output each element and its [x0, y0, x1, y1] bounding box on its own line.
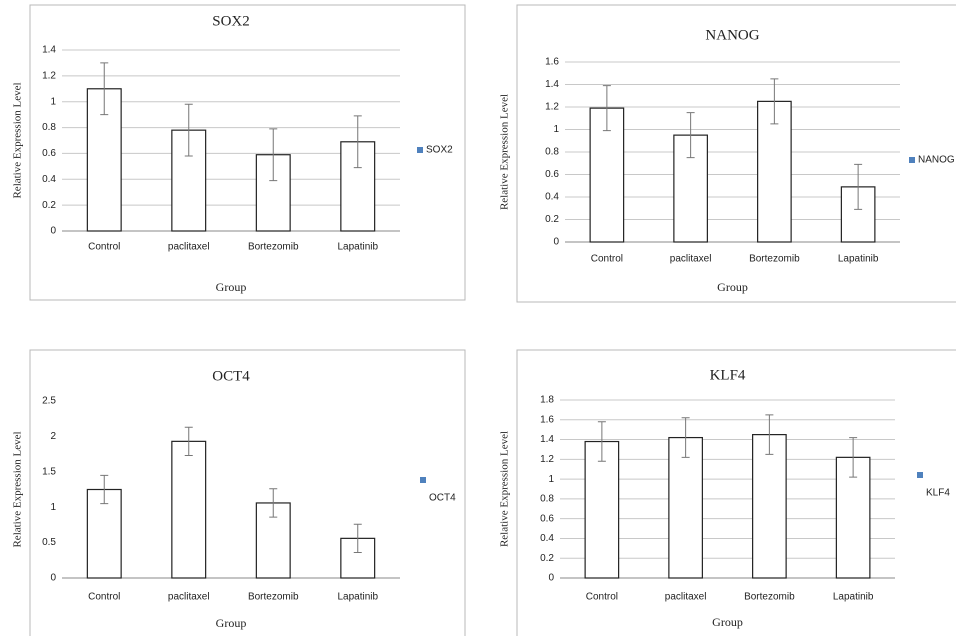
- error-bar: [184, 426, 193, 457]
- y-tick-label: 0: [50, 226, 56, 237]
- chart-title: OCT4: [212, 368, 250, 384]
- legend-swatch: [917, 472, 923, 478]
- x-tick-label: Control: [591, 254, 623, 265]
- y-tick-label: 1: [50, 502, 56, 513]
- y-tick-label: 0.2: [540, 553, 554, 564]
- x-tick-label: paclitaxel: [670, 254, 712, 265]
- y-tick-label: 0.6: [545, 169, 559, 180]
- error-bar: [269, 128, 278, 182]
- y-tick-label: 0.5: [42, 537, 56, 548]
- y-tick-label: 0.2: [545, 214, 559, 225]
- y-tick-label: 1.6: [540, 414, 554, 425]
- y-tick-label: 0.4: [545, 192, 559, 203]
- x-tick-label: Bortezomib: [248, 242, 299, 253]
- bar: [340, 537, 376, 579]
- x-tick-label: Lapatinib: [337, 592, 378, 603]
- x-tick-label: Bortezomib: [744, 592, 795, 603]
- legend-swatch: [417, 147, 423, 153]
- legend-label: KLF4: [926, 488, 950, 499]
- legend-label: NANOG: [918, 155, 955, 166]
- error-bar: [854, 163, 863, 210]
- x-axis-label: Group: [712, 615, 743, 629]
- y-tick-label: 0.8: [545, 147, 559, 158]
- bar: [86, 488, 122, 579]
- y-tick-label: 1.4: [540, 434, 554, 445]
- y-tick-label: 1.4: [42, 45, 56, 56]
- y-tick-label: 0: [50, 573, 56, 584]
- y-tick-label: 1.4: [545, 79, 559, 90]
- legend-label: SOX2: [426, 145, 453, 156]
- chart-title: NANOG: [705, 27, 759, 43]
- x-tick-label: Control: [586, 592, 618, 603]
- error-bar: [765, 414, 774, 455]
- y-tick-label: 2.5: [42, 396, 56, 407]
- x-tick-label: paclitaxel: [168, 242, 210, 253]
- x-tick-label: paclitaxel: [665, 592, 707, 603]
- x-axis-label: Group: [216, 616, 247, 630]
- bar: [752, 434, 787, 579]
- x-tick-label: Lapatinib: [833, 592, 874, 603]
- error-bar: [602, 85, 611, 132]
- y-tick-label: 1.2: [540, 454, 554, 465]
- bar: [668, 436, 703, 579]
- y-tick-label: 0.4: [540, 533, 554, 544]
- y-axis-label: Relative Expression Level: [499, 431, 511, 547]
- y-tick-label: 0.6: [540, 513, 554, 524]
- x-tick-label: Lapatinib: [838, 254, 879, 265]
- panel-frame: [516, 349, 956, 636]
- legend-swatch: [420, 477, 426, 483]
- error-bar: [100, 474, 109, 505]
- y-tick-label: 0.8: [540, 494, 554, 505]
- error-bar: [770, 78, 779, 125]
- x-axis-label: Group: [216, 280, 247, 294]
- y-axis-label: Relative Expression Level: [12, 82, 24, 198]
- x-tick-label: Control: [88, 592, 120, 603]
- y-tick-label: 1: [50, 96, 56, 107]
- chart-title: KLF4: [710, 367, 746, 383]
- error-bar: [353, 523, 362, 554]
- y-tick-label: 0.4: [42, 174, 56, 185]
- error-bar: [353, 115, 362, 169]
- x-tick-label: paclitaxel: [168, 592, 210, 603]
- error-bar: [849, 437, 858, 478]
- y-tick-label: 1.5: [42, 466, 56, 477]
- y-tick-label: 0.6: [42, 148, 56, 159]
- y-tick-label: 0: [553, 237, 559, 248]
- bar: [255, 502, 291, 579]
- x-tick-label: Control: [88, 242, 120, 253]
- bar: [171, 440, 207, 579]
- error-bar: [184, 103, 193, 157]
- x-tick-label: Bortezomib: [248, 592, 299, 603]
- y-axis-label: Relative Expression Level: [12, 431, 24, 547]
- legend-swatch: [909, 157, 915, 163]
- y-tick-label: 1: [548, 474, 554, 485]
- x-axis-label: Group: [717, 280, 748, 294]
- error-bar: [597, 421, 606, 462]
- y-axis-label: Relative Expression Level: [499, 94, 511, 210]
- error-bar: [100, 62, 109, 116]
- panel-frame: [29, 349, 466, 636]
- panel-frame: [516, 4, 956, 303]
- chart-title: SOX2: [212, 13, 250, 29]
- y-tick-label: 2: [50, 431, 56, 442]
- error-bar: [681, 417, 690, 458]
- y-tick-label: 1.2: [545, 102, 559, 113]
- x-tick-label: Bortezomib: [749, 254, 800, 265]
- y-tick-label: 1: [553, 124, 559, 135]
- error-bar: [686, 112, 695, 159]
- x-tick-label: Lapatinib: [337, 242, 378, 253]
- y-tick-label: 0.2: [42, 200, 56, 211]
- error-bar: [269, 488, 278, 518]
- panel-frame: [29, 4, 466, 301]
- y-tick-label: 1.2: [42, 70, 56, 81]
- y-tick-label: 0.8: [42, 122, 56, 133]
- bar: [584, 440, 620, 579]
- y-tick-label: 1.6: [545, 57, 559, 68]
- y-tick-label: 0: [548, 573, 554, 584]
- legend-label: OCT4: [429, 493, 456, 504]
- y-tick-label: 1.8: [540, 395, 554, 406]
